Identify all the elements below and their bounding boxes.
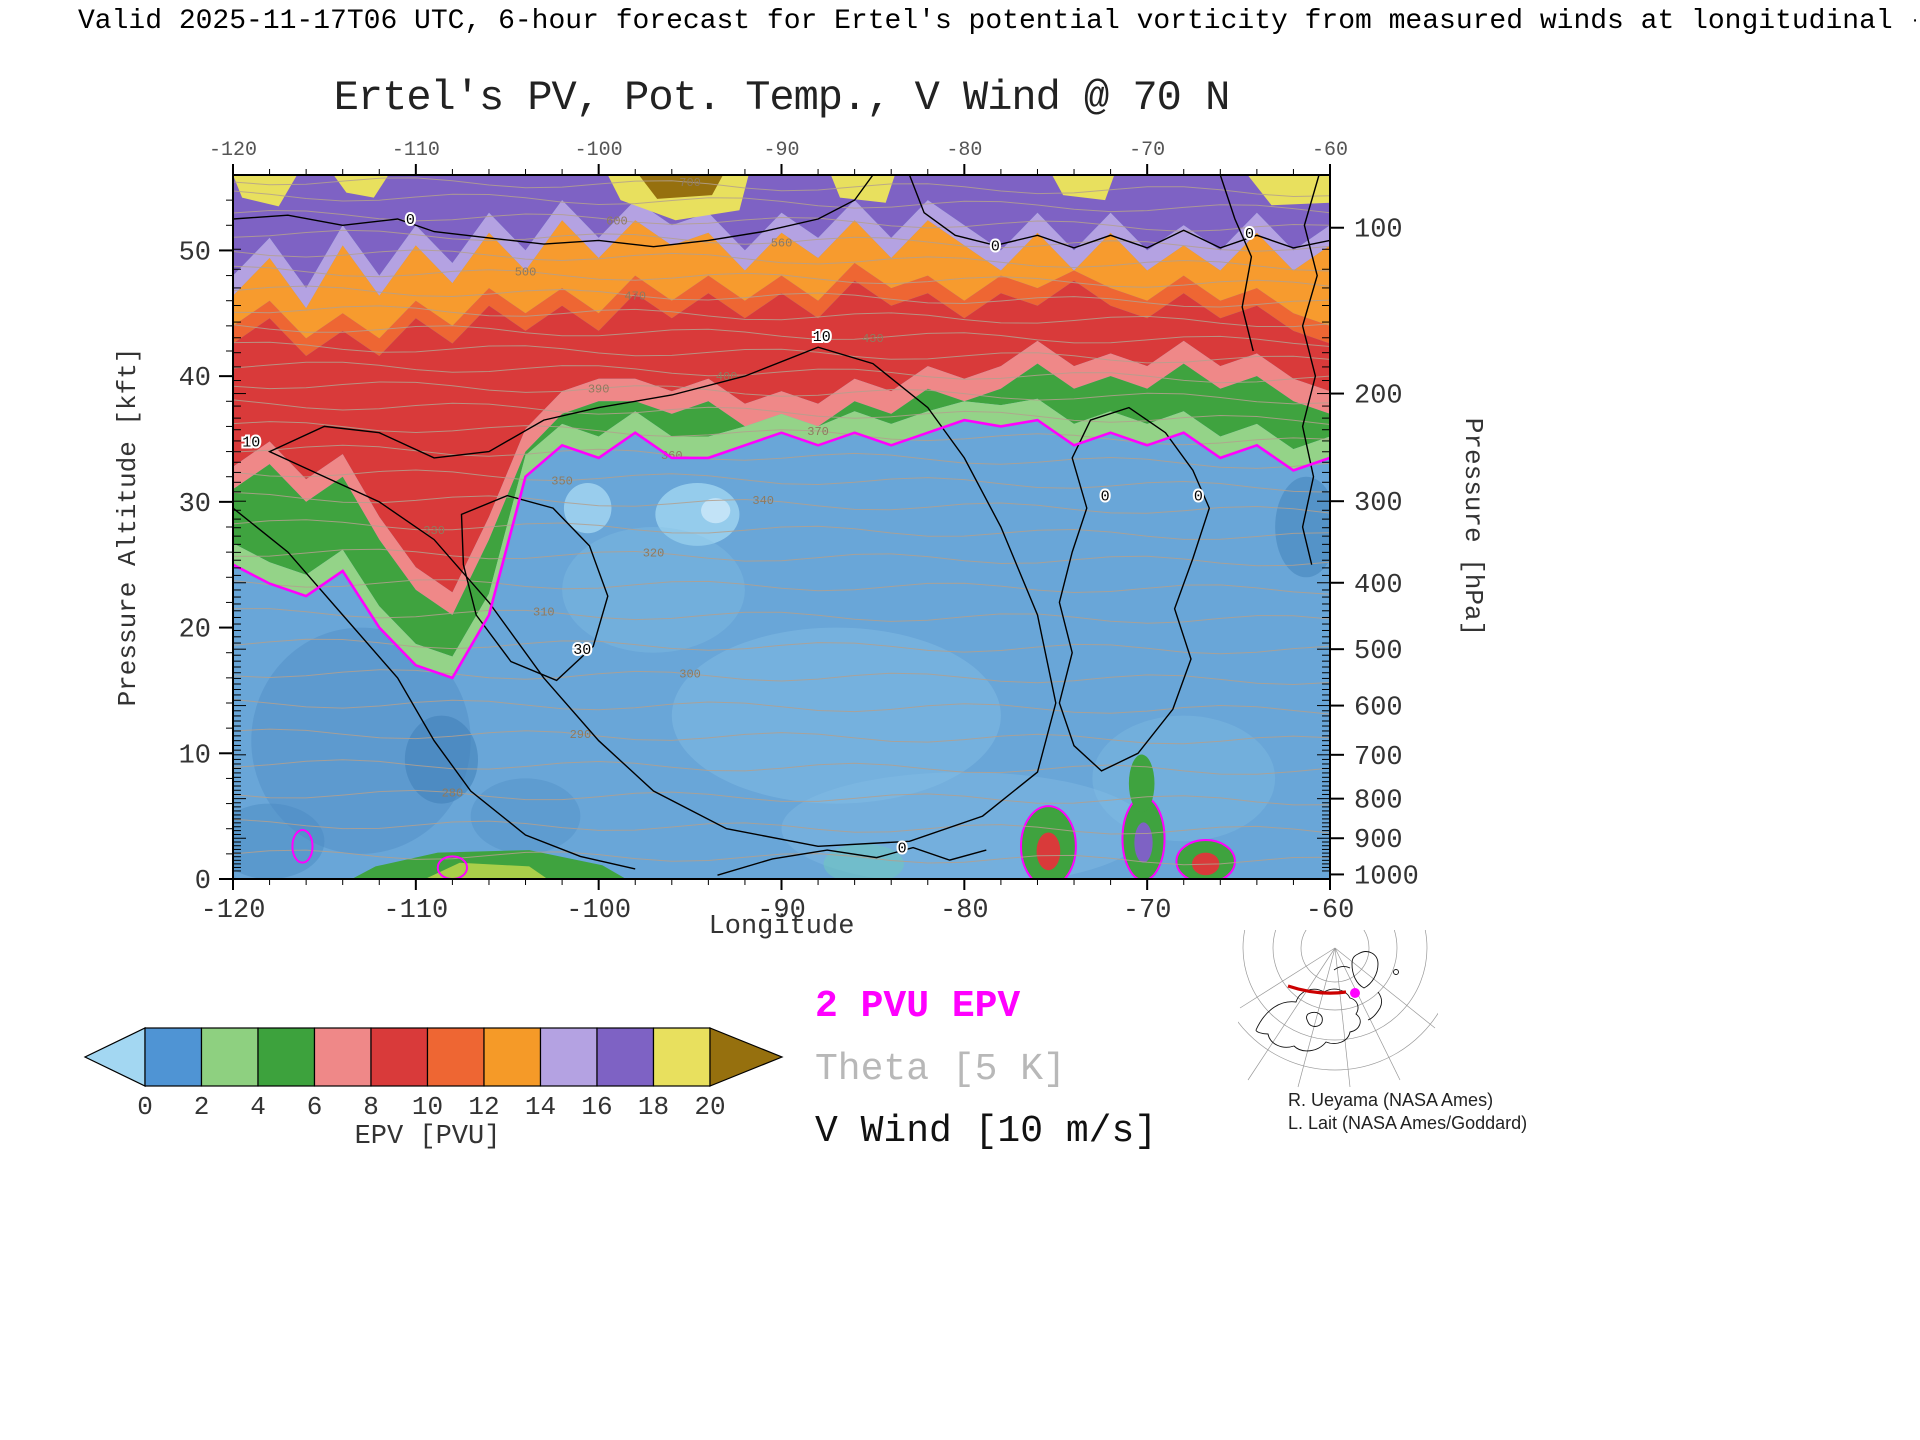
colorbar-tick-label: 8 (363, 1092, 379, 1122)
theta-contour-label: 560 (771, 237, 793, 251)
map-graticule (1238, 930, 1438, 1088)
theta-contour-label: 360 (661, 449, 683, 463)
colorbar-title: EPV [PVU] (354, 1122, 501, 1152)
tick-label: 700 (1354, 743, 1403, 773)
tick-label: 20 (179, 616, 211, 646)
tick-label: -120 (209, 139, 257, 162)
valid-time-header: Valid 2025-11-17T06 UTC, 6-hour forecast… (78, 6, 1916, 37)
tick-label: -60 (1312, 139, 1348, 162)
tick-label: -110 (383, 896, 448, 926)
tropopause-2pvu-contour (233, 418, 1330, 879)
tick-label: 100 (1354, 216, 1403, 246)
y-axis-title-right: Pressure [hPa] (1458, 417, 1488, 637)
tick-label: 50 (179, 238, 211, 268)
legend-v-wind: V Wind [10 m/s] (815, 1110, 1158, 1153)
theta-contour-label: 340 (752, 494, 774, 508)
tick-label: 600 (1354, 694, 1403, 724)
colorbar-tick-label: 10 (412, 1092, 443, 1122)
theta-contours: 2802903003103203303403503603703904004304… (233, 176, 1330, 866)
colorbar-tick-label: 20 (694, 1092, 725, 1122)
theta-contour-label: 700 (679, 176, 701, 190)
wind-contour-label: 0 (1194, 489, 1203, 506)
legend-theta: Theta [5 K] (815, 1048, 1066, 1091)
credit-line-1: R. Ueyama (NASA Ames) (1288, 1090, 1494, 1110)
tick-label: 0 (195, 867, 211, 897)
colorbar-tick-label: 0 (137, 1092, 153, 1122)
colorbar-tick-label: 16 (581, 1092, 612, 1122)
tick-label: -60 (1306, 896, 1355, 926)
colorbar-tick-label: 18 (638, 1092, 669, 1122)
tick-label: -70 (1129, 139, 1165, 162)
tick-label: 10 (179, 741, 211, 771)
tick-label: 300 (1354, 489, 1403, 519)
theta-contour-label: 320 (643, 546, 665, 560)
theta-contour-label: 400 (716, 370, 738, 384)
plot-axes: -120 -120 -110 -110 -100 -100 -90 -90 -80 -80 -70 -… (179, 139, 1419, 926)
tick-label: -120 (201, 896, 266, 926)
tick-label: -80 (940, 896, 989, 926)
tick-label: -80 (946, 139, 982, 162)
tick-label: 500 (1354, 637, 1403, 667)
theta-contour-label: 330 (423, 524, 445, 538)
wind-contour-label: 0 (406, 212, 415, 229)
colorbar-tick-label: 2 (194, 1092, 210, 1122)
location-map-inset (1238, 930, 1438, 1088)
colorbar-tick-label: 14 (525, 1092, 556, 1122)
map-location-dot (1350, 988, 1360, 998)
credit-line-2: L. Lait (NASA Ames/Goddard) (1288, 1113, 1528, 1133)
wind-contour-label: 10 (242, 435, 260, 452)
tick-label: -100 (566, 896, 631, 926)
map-cross-section-line (1287, 984, 1347, 995)
wind-contour-label: 0 (1101, 489, 1110, 506)
colorbar-tick-label: 6 (307, 1092, 323, 1122)
theta-contour-label: 350 (551, 475, 573, 489)
wind-contour-label: 0 (991, 238, 1000, 255)
tick-label: 1000 (1354, 862, 1419, 892)
tick-label: 800 (1354, 787, 1403, 817)
theta-contour-label: 310 (533, 606, 555, 620)
theta-contour-label: 600 (606, 214, 628, 228)
tick-label: -100 (575, 139, 623, 162)
y-axis-title-left: Pressure Altitude [kft] (113, 347, 143, 707)
theta-contour-label: 430 (862, 332, 884, 346)
x-axis-title: Longitude (708, 912, 855, 942)
theta-contour-label: 370 (807, 425, 829, 439)
wind-contour-label: 30 (573, 642, 591, 659)
tick-label: -110 (392, 139, 440, 162)
tick-label: 200 (1354, 382, 1403, 412)
theta-contour-label: 470 (624, 290, 646, 304)
tick-label: 900 (1354, 826, 1403, 856)
wind-contour-label: 0 (1245, 226, 1254, 243)
tick-label: 40 (179, 364, 211, 394)
tick-label: -90 (763, 139, 799, 162)
contour-field: 2802903003103203303403503603703904004304… (233, 175, 1330, 879)
theta-contour-label: 280 (442, 786, 464, 800)
plot-title: Ertel's PV, Pot. Temp., V Wind @ 70 N (333, 74, 1231, 122)
theta-contour-label: 390 (588, 382, 610, 396)
legend-2pvu-epv: 2 PVU EPV (815, 985, 1021, 1028)
epv-colorbar: 0 2 4 6 8 10 12 14 16 18 20 (83, 1027, 784, 1122)
theta-contour-label: 500 (515, 265, 537, 279)
theta-contour-label: 290 (570, 728, 592, 742)
tick-label: 30 (179, 490, 211, 520)
wind-contour-label: 0 (898, 841, 907, 858)
wind-contour-label: 10 (813, 329, 831, 346)
colorbar-tick-label: 4 (250, 1092, 266, 1122)
colorbar-tick-label: 12 (468, 1092, 499, 1122)
tick-label: -90 (757, 896, 806, 926)
theta-contour-label: 300 (679, 668, 701, 682)
tick-label: 400 (1354, 571, 1403, 601)
tick-label: -70 (1123, 896, 1172, 926)
